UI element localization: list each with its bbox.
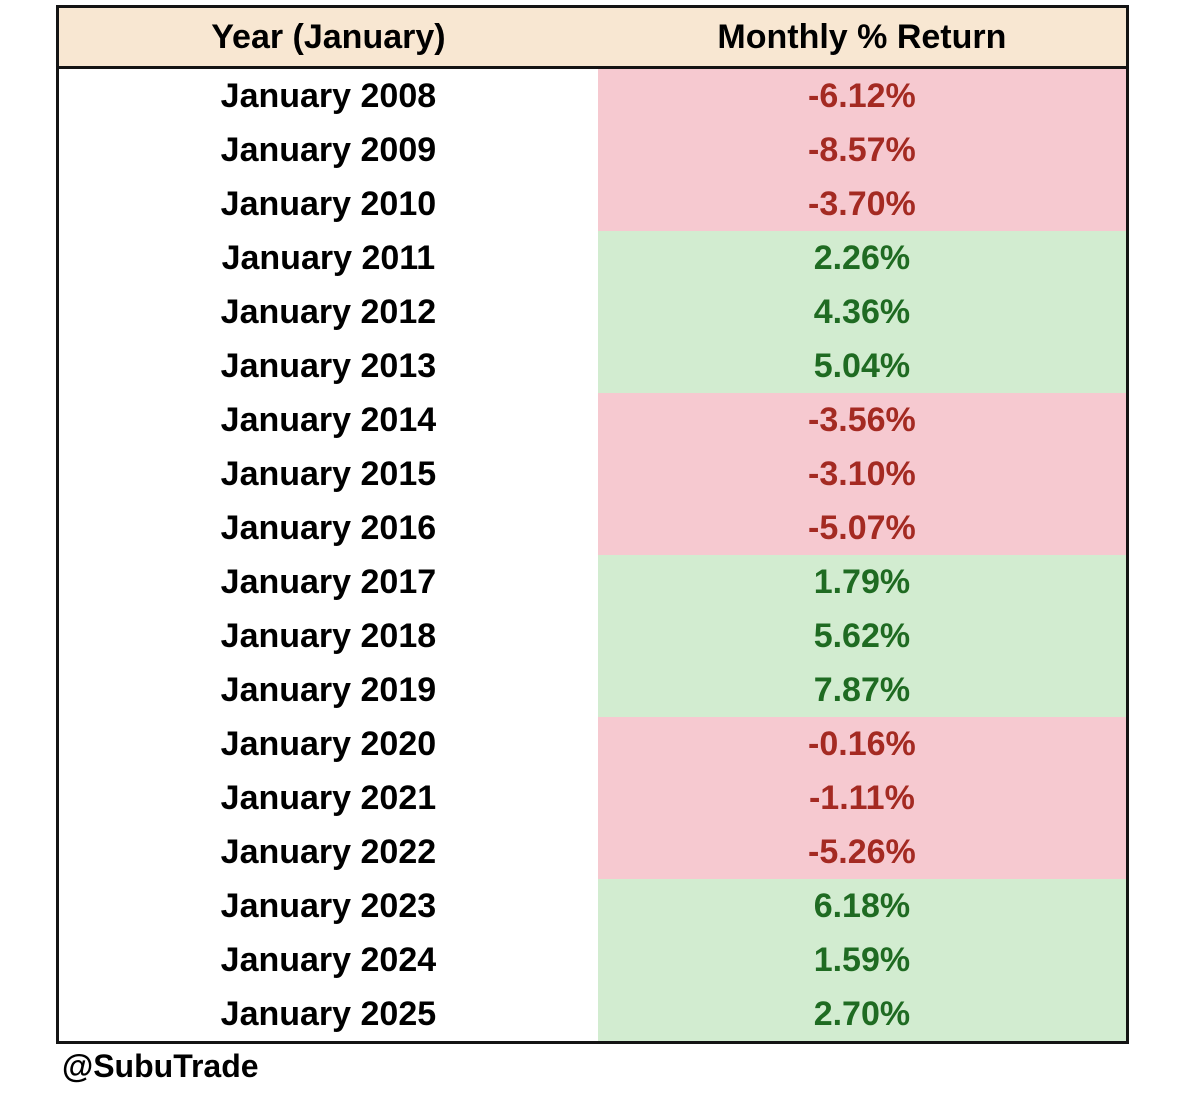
header-return-column: Monthly % Return xyxy=(717,18,1007,56)
year-cell: January 2016 xyxy=(59,501,598,555)
table-row: January 2017 1.79% xyxy=(59,555,1126,609)
year-cell: January 2022 xyxy=(59,825,598,879)
return-cell: -3.10% xyxy=(597,447,1126,501)
table-row: January 2014 -3.56% xyxy=(59,393,1126,447)
return-cell: -3.56% xyxy=(597,393,1126,447)
return-cell: -3.70% xyxy=(597,177,1126,231)
year-cell: January 2017 xyxy=(59,555,598,609)
return-cell: 5.04% xyxy=(597,339,1126,393)
return-cell: -0.16% xyxy=(597,717,1126,771)
table-row: January 2023 6.18% xyxy=(59,879,1126,933)
table-body: January 2008 -6.12% January 2009 -8.57% … xyxy=(59,69,1126,1041)
return-cell: -8.57% xyxy=(597,123,1126,177)
year-cell: January 2019 xyxy=(59,663,598,717)
header-year-column: Year (January) xyxy=(211,18,446,56)
return-cell: 2.70% xyxy=(597,987,1126,1041)
table-row: January 2019 7.87% xyxy=(59,663,1126,717)
return-cell: 1.59% xyxy=(597,933,1126,987)
return-cell: 5.62% xyxy=(597,609,1126,663)
year-cell: January 2012 xyxy=(59,285,598,339)
year-cell: January 2018 xyxy=(59,609,598,663)
table-row: January 2008 -6.12% xyxy=(59,69,1126,123)
return-cell: 4.36% xyxy=(597,285,1126,339)
year-cell: January 2023 xyxy=(59,879,598,933)
return-cell: 6.18% xyxy=(597,879,1126,933)
table-row: January 2022 -5.26% xyxy=(59,825,1126,879)
return-cell: 7.87% xyxy=(597,663,1126,717)
return-cell: -1.11% xyxy=(597,771,1126,825)
return-cell: 2.26% xyxy=(597,231,1126,285)
table-row: January 2013 5.04% xyxy=(59,339,1126,393)
return-cell: 1.79% xyxy=(597,555,1126,609)
return-cell: -6.12% xyxy=(597,69,1126,123)
year-cell: January 2008 xyxy=(59,69,598,123)
year-cell: January 2020 xyxy=(59,717,598,771)
table-row: January 2016 -5.07% xyxy=(59,501,1126,555)
table-row: January 2018 5.62% xyxy=(59,609,1126,663)
year-cell: January 2011 xyxy=(59,231,598,285)
year-cell: January 2014 xyxy=(59,393,598,447)
year-cell: January 2010 xyxy=(59,177,598,231)
return-cell: -5.07% xyxy=(597,501,1126,555)
table-row: January 2011 2.26% xyxy=(59,231,1126,285)
monthly-returns-table: Year (January) Monthly % Return January … xyxy=(56,5,1129,1044)
table-row: January 2024 1.59% xyxy=(59,933,1126,987)
return-cell: -5.26% xyxy=(597,825,1126,879)
year-cell: January 2025 xyxy=(59,987,598,1041)
table-row: January 2015 -3.10% xyxy=(59,447,1126,501)
table-row: January 2012 4.36% xyxy=(59,285,1126,339)
table-row: January 2021 -1.11% xyxy=(59,771,1126,825)
watermark-handle: @SubuTrade xyxy=(62,1048,259,1084)
year-cell: January 2024 xyxy=(59,933,598,987)
table-row: January 2020 -0.16% xyxy=(59,717,1126,771)
table-header-row: Year (January) Monthly % Return xyxy=(59,8,1126,69)
table-row: January 2010 -3.70% xyxy=(59,177,1126,231)
year-cell: January 2021 xyxy=(59,771,598,825)
year-cell: January 2015 xyxy=(59,447,598,501)
table-row: January 2009 -8.57% xyxy=(59,123,1126,177)
year-cell: January 2009 xyxy=(59,123,598,177)
table-row: January 2025 2.70% xyxy=(59,987,1126,1041)
year-cell: January 2013 xyxy=(59,339,598,393)
